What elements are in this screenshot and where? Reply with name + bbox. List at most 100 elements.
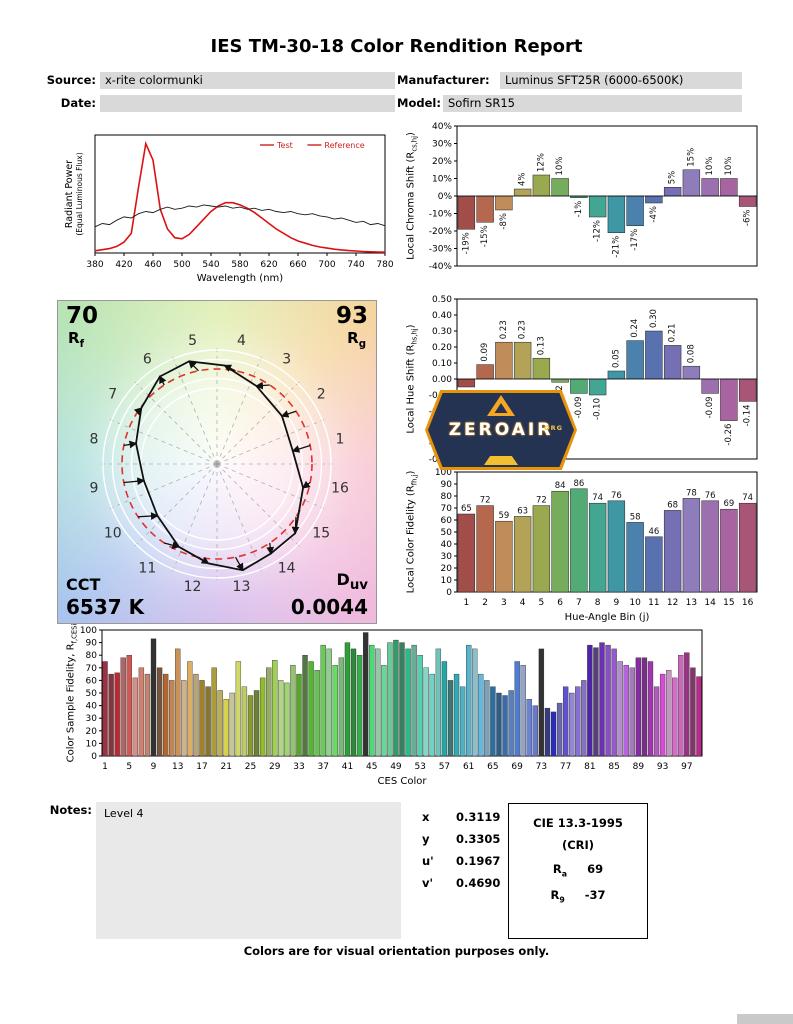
svg-text:0.30: 0.30 [649, 309, 659, 328]
svg-text:420: 420 [115, 260, 132, 270]
cri-title: CIE 13.3-1995 [533, 816, 623, 830]
svg-text:580: 580 [231, 260, 248, 270]
svg-text:40%: 40% [432, 122, 452, 132]
hue-bar-15 [720, 378, 738, 421]
ces-bar-51 [405, 648, 411, 757]
ces-bar-92 [653, 686, 660, 757]
svg-text:-6%: -6% [743, 210, 753, 227]
date-value [100, 95, 395, 112]
svg-text:45: 45 [366, 762, 377, 772]
zeroair-watermark: ZEROAIR ORG [425, 390, 577, 470]
svg-text:81: 81 [584, 762, 595, 772]
ces-bar-75 [550, 711, 557, 757]
svg-text:41: 41 [342, 762, 353, 772]
ces-bar-63 [478, 673, 484, 757]
ces-bar-1 [102, 661, 108, 757]
ces-bar-70 [520, 665, 526, 757]
ces-bar-47 [381, 665, 387, 757]
ces-bar-28 [266, 667, 272, 757]
ces-bar-60 [459, 686, 466, 757]
spd-plot-frame [94, 134, 386, 254]
svg-text:33: 33 [293, 762, 304, 772]
ces-bar-74 [544, 707, 551, 757]
svg-text:59: 59 [498, 511, 509, 521]
ces-bar-29 [272, 660, 278, 757]
svg-text:68: 68 [667, 500, 678, 510]
svg-text:50: 50 [86, 689, 98, 699]
svg-text:11: 11 [648, 598, 659, 608]
svg-text:0.24: 0.24 [630, 319, 640, 338]
svg-text:7: 7 [108, 386, 117, 402]
ces-bar-19 [211, 667, 217, 757]
hue-bar-5 [532, 357, 551, 380]
chroma-bar-16 [738, 195, 757, 207]
ces-bar-88 [629, 667, 635, 757]
footer-note: Colors are for visual orientation purpos… [243, 944, 550, 958]
ces-bar-45 [369, 644, 375, 757]
svg-text:76: 76 [705, 491, 716, 501]
chroma-bar-5 [532, 174, 551, 197]
chroma-bar-11 [645, 195, 663, 204]
hue-bar-10 [626, 340, 644, 380]
svg-text:30: 30 [86, 714, 98, 724]
fidelity-y-axis-label: Local Color Fidelity (Rfh,j) [405, 470, 419, 594]
hue-bar-13 [682, 365, 701, 380]
chroma-bar-10 [626, 195, 644, 226]
fidelity-bar-11 [645, 536, 663, 593]
spd-series-test [94, 140, 386, 253]
hue-bar-8 [588, 378, 607, 396]
ces-bar-97 [684, 652, 690, 757]
ces-bar-77 [562, 686, 569, 757]
svg-text:74: 74 [592, 493, 603, 503]
svg-text:80: 80 [86, 651, 98, 661]
svg-text:13: 13 [686, 598, 697, 608]
ces-bar-82 [593, 647, 599, 757]
svg-text:Test: Test [276, 141, 293, 150]
svg-text:Hue-Angle Bin (j): Hue-Angle Bin (j) [565, 612, 650, 623]
svg-text:29: 29 [269, 762, 281, 772]
fidelity-bar-7 [570, 488, 588, 593]
cvg-test-gamut [135, 360, 305, 572]
ces-bar-66 [496, 692, 502, 757]
svg-text:540: 540 [202, 260, 219, 270]
ces-bar-52 [411, 644, 417, 757]
ces-bar-10 [156, 667, 163, 757]
cri-r9-row: R9 -37 [550, 888, 606, 905]
ces-bar-34 [302, 655, 308, 757]
svg-text:80: 80 [441, 492, 453, 502]
svg-text:660: 660 [289, 260, 306, 270]
chroma-bar-8 [588, 195, 607, 218]
ces-bar-64 [484, 680, 490, 757]
svg-text:620: 620 [260, 260, 277, 270]
ces-bar-58 [447, 680, 454, 757]
svg-text:20: 20 [86, 727, 98, 737]
ces-bar-38 [326, 648, 332, 757]
svg-text:15: 15 [312, 526, 330, 542]
spd-y-axis-label: Radiant Power (Equal Luminous Flux) [64, 152, 85, 236]
svg-text:0.23: 0.23 [499, 320, 509, 339]
svg-text:10%: 10% [705, 157, 715, 176]
svg-text:3: 3 [501, 598, 507, 608]
hue-bar-16 [738, 378, 757, 402]
svg-text:780: 780 [376, 260, 393, 270]
svg-text:100: 100 [435, 468, 452, 478]
fidelity-bar-9 [607, 500, 626, 593]
ces-bar-95 [672, 677, 678, 757]
svg-text:20%: 20% [432, 157, 452, 167]
ces-bar-42 [350, 648, 357, 757]
ces-bar-76 [556, 702, 563, 757]
chroma-bar-1 [457, 195, 476, 230]
svg-text:10: 10 [441, 576, 453, 586]
svg-text:2: 2 [482, 598, 488, 608]
ces-bar-35 [308, 661, 314, 757]
chroma-bar-9 [607, 195, 626, 233]
svg-text:50: 50 [441, 528, 453, 538]
svg-text:10%: 10% [432, 175, 452, 185]
svg-text:1: 1 [464, 598, 470, 608]
ces-bar-17 [199, 680, 205, 757]
svg-text:2: 2 [317, 386, 326, 402]
chroma-y-axis-label: Local Chroma Shift (Rcs,hj) [405, 132, 419, 260]
svg-text:85: 85 [608, 762, 619, 772]
